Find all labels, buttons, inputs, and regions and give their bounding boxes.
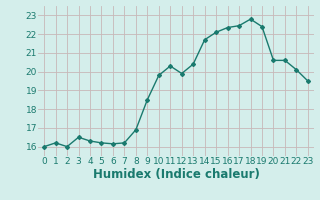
X-axis label: Humidex (Indice chaleur): Humidex (Indice chaleur) (92, 168, 260, 181)
